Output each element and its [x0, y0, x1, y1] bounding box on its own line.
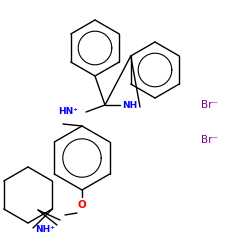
- Text: Br⁻: Br⁻: [202, 135, 218, 145]
- Text: Br⁻: Br⁻: [202, 100, 218, 110]
- Text: NH: NH: [122, 100, 138, 110]
- Text: O: O: [78, 200, 86, 210]
- Text: NH⁺: NH⁺: [35, 226, 55, 234]
- Text: HN⁺: HN⁺: [58, 108, 78, 116]
